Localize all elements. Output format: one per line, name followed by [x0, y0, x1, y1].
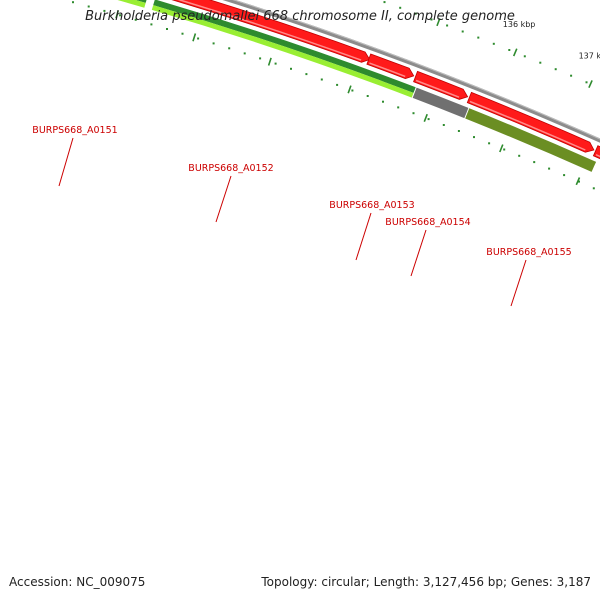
tick-dot	[212, 42, 215, 45]
gene-label-a0151[interactable]: BURPS668_A0151	[32, 125, 117, 136]
feature-layer	[86, 0, 600, 172]
cds-highlight	[177, 0, 362, 61]
tick-dot	[503, 148, 506, 151]
tick-mark	[575, 177, 581, 186]
tick-dot	[539, 61, 542, 64]
tick-dot	[430, 18, 433, 21]
tick-dot	[508, 49, 511, 51]
gene-feature[interactable]	[88, 0, 148, 3]
tick-dot	[290, 67, 292, 70]
gene-feature[interactable]	[412, 87, 469, 119]
backbone-layer	[222, 0, 600, 143]
tick-dot	[228, 47, 231, 50]
tick-dot	[488, 142, 491, 145]
tick-dot	[473, 136, 475, 139]
tick-dot	[259, 57, 262, 60]
tick-dot	[457, 130, 460, 132]
tick-dot	[197, 37, 200, 40]
tick-dot	[548, 167, 551, 170]
tick-dot	[150, 23, 153, 26]
tick-dot	[533, 161, 536, 164]
tick-dot	[87, 5, 90, 8]
axis-tick-label: 137 kbp	[579, 52, 600, 61]
tick-dot	[492, 42, 495, 45]
gene-label-a0153[interactable]: BURPS668_A0153	[329, 200, 414, 211]
tick-dot	[399, 6, 402, 9]
tick-dot	[477, 36, 480, 39]
tick-dot	[320, 78, 323, 81]
tick-dots	[72, 1, 595, 190]
tick-dot	[578, 180, 580, 183]
tick-dot	[446, 24, 449, 27]
tick-dot	[554, 68, 557, 71]
axis-layer: 131 kbp132 kbp133 kbp134 kbp135 kbp136 k…	[436, 18, 600, 89]
tick-mark	[267, 57, 272, 66]
tick-dot	[274, 62, 277, 65]
tick-dot	[305, 73, 308, 76]
tick-dot	[592, 187, 595, 190]
tick-mark	[423, 113, 428, 122]
tick-dot	[523, 55, 526, 58]
tick-dot	[412, 112, 415, 115]
cds-highlight	[369, 62, 406, 78]
cds-highlight	[469, 100, 586, 151]
genome-summary: Topology: circular; Length: 3,127,456 bp…	[261, 575, 591, 589]
tick-dot	[570, 74, 573, 77]
axis-tick	[512, 48, 518, 57]
tick-dot	[181, 32, 184, 35]
tick-dot	[103, 9, 106, 12]
cds-feature[interactable]	[153, 0, 371, 63]
gene-label-a0152[interactable]: BURPS668_A0152	[188, 163, 273, 174]
tick-dot	[461, 30, 464, 33]
gene-feature[interactable]	[465, 108, 597, 172]
tick-dot	[518, 154, 521, 157]
label-layer: BURPS668_A0151 BURPS668_A0152 BURPS668_A…	[32, 125, 572, 307]
gene-label-a0155[interactable]: BURPS668_A0155	[486, 247, 571, 258]
cds-highlight	[595, 154, 600, 158]
cds-feature[interactable]	[366, 53, 415, 80]
tick-dot	[442, 124, 445, 126]
tick-dot	[563, 174, 566, 177]
accession-label: Accession: NC_009075	[9, 575, 146, 589]
gene-leader-line	[215, 175, 232, 223]
axis-tick-label: 136 kbp	[503, 20, 536, 29]
tick-mark	[192, 33, 197, 42]
tick-dot	[166, 28, 168, 30]
tick-dot	[382, 100, 384, 103]
gene-feature[interactable]	[86, 0, 146, 8]
gene-leader-line	[410, 229, 427, 277]
axis-tick	[436, 18, 441, 27]
gene-leader-line	[58, 137, 74, 187]
tick-mark	[347, 85, 352, 94]
map-title: Burkholderia pseudomallei 668 chromosome…	[85, 9, 515, 24]
tick-dot	[351, 89, 354, 92]
axis-tick	[588, 80, 593, 89]
cds-feature[interactable]	[413, 70, 469, 100]
tick-dot	[119, 14, 122, 17]
tick-mark	[115, 10, 119, 19]
cds-feature[interactable]	[466, 91, 595, 153]
tick-dot	[397, 106, 400, 109]
gene-label-a0154[interactable]: BURPS668_A0154	[385, 217, 470, 228]
tick-dot	[336, 83, 339, 86]
gene-feature[interactable]	[153, 0, 416, 93]
tick-dot	[134, 18, 137, 21]
gene-feature[interactable]	[151, 5, 414, 98]
tick-dot	[383, 1, 386, 4]
tick-dot	[72, 1, 74, 4]
tick-dot	[427, 118, 430, 121]
gene-leader-line	[510, 259, 527, 307]
tick-dot	[414, 12, 417, 15]
genome-backbone-shadow	[231, 0, 600, 140]
tick-dot	[366, 95, 369, 97]
tick-dot	[243, 52, 246, 55]
gene-leader-line	[355, 212, 372, 261]
genome-backbone	[222, 0, 600, 143]
cds-highlight	[415, 79, 460, 98]
tick-mark	[499, 144, 504, 153]
tick-dot	[585, 81, 588, 84]
